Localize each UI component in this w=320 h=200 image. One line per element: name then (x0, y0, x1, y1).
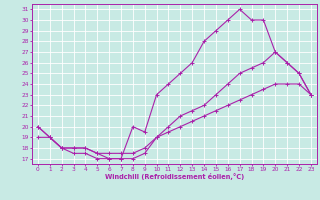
X-axis label: Windchill (Refroidissement éolien,°C): Windchill (Refroidissement éolien,°C) (105, 173, 244, 180)
